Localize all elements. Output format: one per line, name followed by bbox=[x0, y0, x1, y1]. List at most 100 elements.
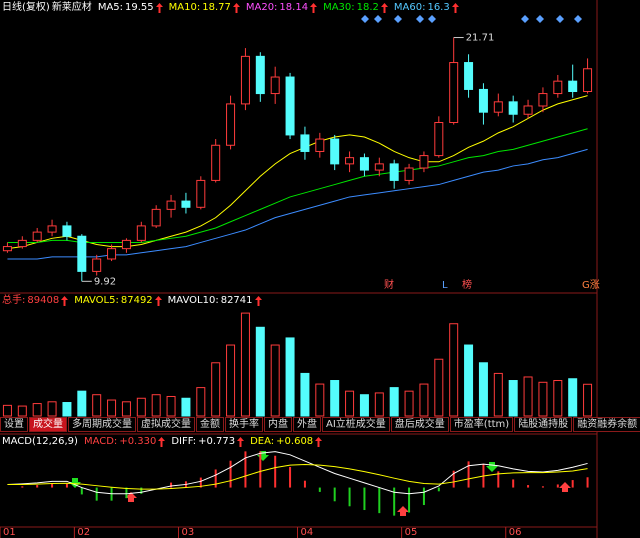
indicator-tabs: 设置 成交量 多周期成交量 虚拟成交量 金额 换手率 内盘 外盘 AI立桩成交量 盘后成交量 市盈率… bbox=[0, 417, 640, 432]
candle-body bbox=[136, 225, 146, 241]
event-marker: G涨 bbox=[582, 279, 600, 291]
volume-bar bbox=[583, 383, 593, 417]
up-arrow bbox=[61, 296, 69, 306]
volume-bar bbox=[538, 381, 548, 417]
tab[interactable]: 盘后成交量 bbox=[390, 417, 449, 432]
candle-body bbox=[374, 163, 384, 171]
candle-body bbox=[330, 138, 340, 165]
event-marker: L bbox=[442, 280, 448, 291]
candle-body bbox=[92, 258, 102, 272]
tab[interactable]: 陆股通持股 bbox=[514, 417, 573, 432]
volume-bar bbox=[315, 383, 325, 417]
volume-bar bbox=[478, 362, 488, 417]
tab[interactable]: 市盈率(ttm) bbox=[449, 417, 514, 432]
legend-label: DEA: bbox=[250, 436, 275, 447]
tab[interactable]: AI立桩成交量 bbox=[322, 417, 390, 432]
tab[interactable]: 多周期成交量 bbox=[68, 417, 136, 432]
candle-body bbox=[151, 208, 161, 227]
tab[interactable]: 内盘 bbox=[264, 417, 292, 432]
candle-body bbox=[404, 167, 414, 181]
legend-value: 82741 bbox=[220, 295, 253, 306]
candle-body bbox=[583, 68, 593, 93]
candle-body bbox=[166, 200, 176, 210]
candle-body bbox=[553, 80, 563, 95]
candle-body bbox=[508, 101, 518, 115]
volume-bar bbox=[374, 392, 384, 417]
candle-body bbox=[2, 246, 12, 252]
volume-bar bbox=[92, 394, 102, 417]
legend-value: 18.77 bbox=[202, 2, 231, 13]
up-arrow bbox=[154, 296, 162, 306]
legend-value: 19.55 bbox=[125, 2, 154, 13]
up-arrow bbox=[232, 3, 240, 13]
volume-bar bbox=[419, 383, 429, 417]
min-label: 9.92 bbox=[94, 276, 116, 287]
candle-body bbox=[478, 88, 488, 113]
up-arrow bbox=[380, 3, 388, 13]
volume-bar bbox=[77, 390, 87, 417]
tab[interactable]: 换手率 bbox=[225, 417, 263, 432]
volume-bar bbox=[136, 397, 146, 417]
candle-body bbox=[196, 179, 206, 208]
candle-body bbox=[240, 55, 250, 105]
legend-label: MA10: bbox=[168, 2, 201, 13]
tab[interactable]: 设置 bbox=[0, 417, 28, 432]
candle-body bbox=[211, 144, 221, 181]
volume-bar bbox=[62, 402, 72, 417]
x-tick-label: 06 bbox=[509, 527, 522, 538]
x-tick-label: 02 bbox=[77, 527, 90, 538]
volume-bar bbox=[359, 394, 369, 417]
event-marker: 财 bbox=[384, 278, 394, 291]
x-tick-label: 03 bbox=[182, 527, 195, 538]
legend-value: +0.608 bbox=[276, 436, 314, 447]
candle-body bbox=[315, 138, 325, 152]
legend-label: MA30: bbox=[323, 2, 355, 13]
line bbox=[7, 148, 588, 260]
legend-label: MA20: bbox=[245, 2, 278, 13]
candle-body bbox=[345, 157, 355, 165]
volume-bar bbox=[196, 387, 206, 417]
volume-bar bbox=[32, 403, 42, 417]
legend-value: 87492 bbox=[120, 295, 153, 306]
volume-bar bbox=[270, 344, 280, 417]
legend-value: 89408 bbox=[27, 295, 60, 306]
volume-bar bbox=[151, 394, 161, 417]
tab[interactable]: 外盘 bbox=[293, 417, 321, 432]
candle-body bbox=[121, 239, 131, 250]
price-header: 日线(复权) 新莱应材 MA5: 19.55 MA10: 18.77 MA20: 18.1… bbox=[2, 1, 465, 15]
volume-bar bbox=[47, 401, 57, 417]
candle-body bbox=[493, 101, 503, 113]
volume-bar bbox=[181, 397, 191, 417]
volume-header: 总手: 89408 MAVOL5: 87492 MAVOL10: 82741 bbox=[2, 294, 268, 308]
volume-bar bbox=[107, 399, 117, 417]
candle-body bbox=[389, 163, 399, 181]
legend-label: 总手: bbox=[2, 295, 26, 306]
volume-bar bbox=[285, 337, 295, 417]
tab[interactable]: 虚拟成交量 bbox=[137, 417, 195, 432]
volume-bar bbox=[389, 387, 399, 417]
volume-bar bbox=[345, 390, 355, 417]
event-diamonds bbox=[361, 15, 582, 23]
volume-bar bbox=[404, 390, 414, 417]
legend-value: 18.14 bbox=[279, 2, 309, 13]
volume-bar bbox=[568, 378, 578, 417]
volume-bar bbox=[17, 405, 27, 417]
candle-body bbox=[523, 105, 533, 115]
volume-bar bbox=[508, 380, 518, 417]
tab[interactable]: 金额 bbox=[196, 417, 224, 432]
macd-arrows bbox=[69, 451, 571, 516]
volume-bar bbox=[300, 372, 310, 417]
up-arrow bbox=[237, 437, 245, 447]
legend-value: +0.773 bbox=[198, 436, 236, 447]
stock-name: 新莱应材 bbox=[51, 2, 92, 13]
macd-title: MACD(12,26,9) bbox=[2, 436, 78, 447]
candle-body bbox=[181, 200, 191, 208]
volume-bar bbox=[255, 326, 265, 417]
volume-bar bbox=[449, 323, 459, 417]
volume-bar bbox=[166, 395, 176, 417]
legend-label: MA5: bbox=[97, 2, 124, 13]
tab[interactable]: 成交量 bbox=[29, 417, 67, 432]
tab[interactable]: 融资融券余额 bbox=[573, 417, 640, 432]
